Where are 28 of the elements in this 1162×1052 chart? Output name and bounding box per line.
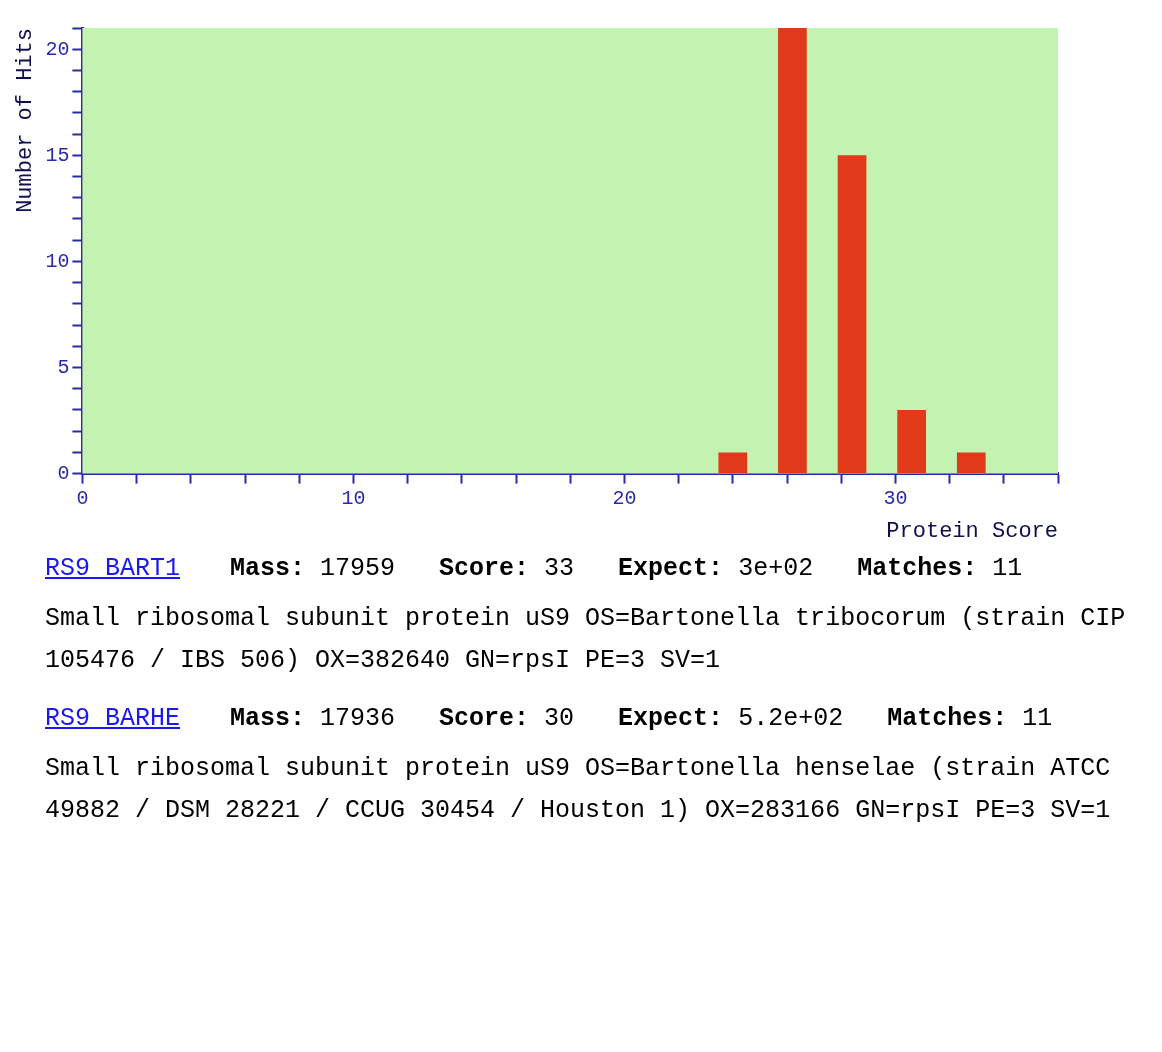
y-tick-label: 0 [57,461,70,485]
text: Matches: 11 [887,704,1053,733]
x-tick-label: 20 [612,486,637,510]
text: Mass: 17959 [230,554,396,583]
text: Expect: 3e+02 [618,554,814,583]
bar [718,452,748,474]
x-tick-label: 30 [883,486,908,510]
y-tick-label: 20 [45,37,70,61]
bar [897,409,927,474]
bar [837,155,867,474]
text: Small ribosomal subunit protein uS9 OS=Bartonella tribocorum (strain CIP 105476 / IBS 506) OX=382640 GN=rpsI PE=3 SV=1 [45,603,1127,677]
text: Score: 30 [439,704,575,733]
x-tick-label: 0 [76,486,89,510]
y-tick-label: 10 [45,249,70,273]
y-axis-title: Number of Hits [13,28,39,213]
bar [956,452,986,474]
y-tick-label: 15 [45,143,70,167]
bar [778,28,807,474]
text: Matches: 11 [857,554,1023,583]
text: Score: 33 [439,554,575,583]
x-tick-label: 10 [341,486,366,510]
text: RS9_BART1 [45,554,181,583]
text: Mass: 17936 [230,704,396,733]
y-tick-label: 5 [57,355,70,379]
text: RS9_BARHE [45,704,181,733]
text: Expect: 5.2e+02 [618,704,844,733]
text: Small ribosomal subunit protein uS9 OS=Bartonella henselae (strain ATCC 49882 / DSM 28221 / CCUG 30454 / Houston 1) OX=283166 GN=rpsI PE=3 SV=1 [45,753,1112,827]
x-axis-title: Protein Score [886,518,1058,544]
